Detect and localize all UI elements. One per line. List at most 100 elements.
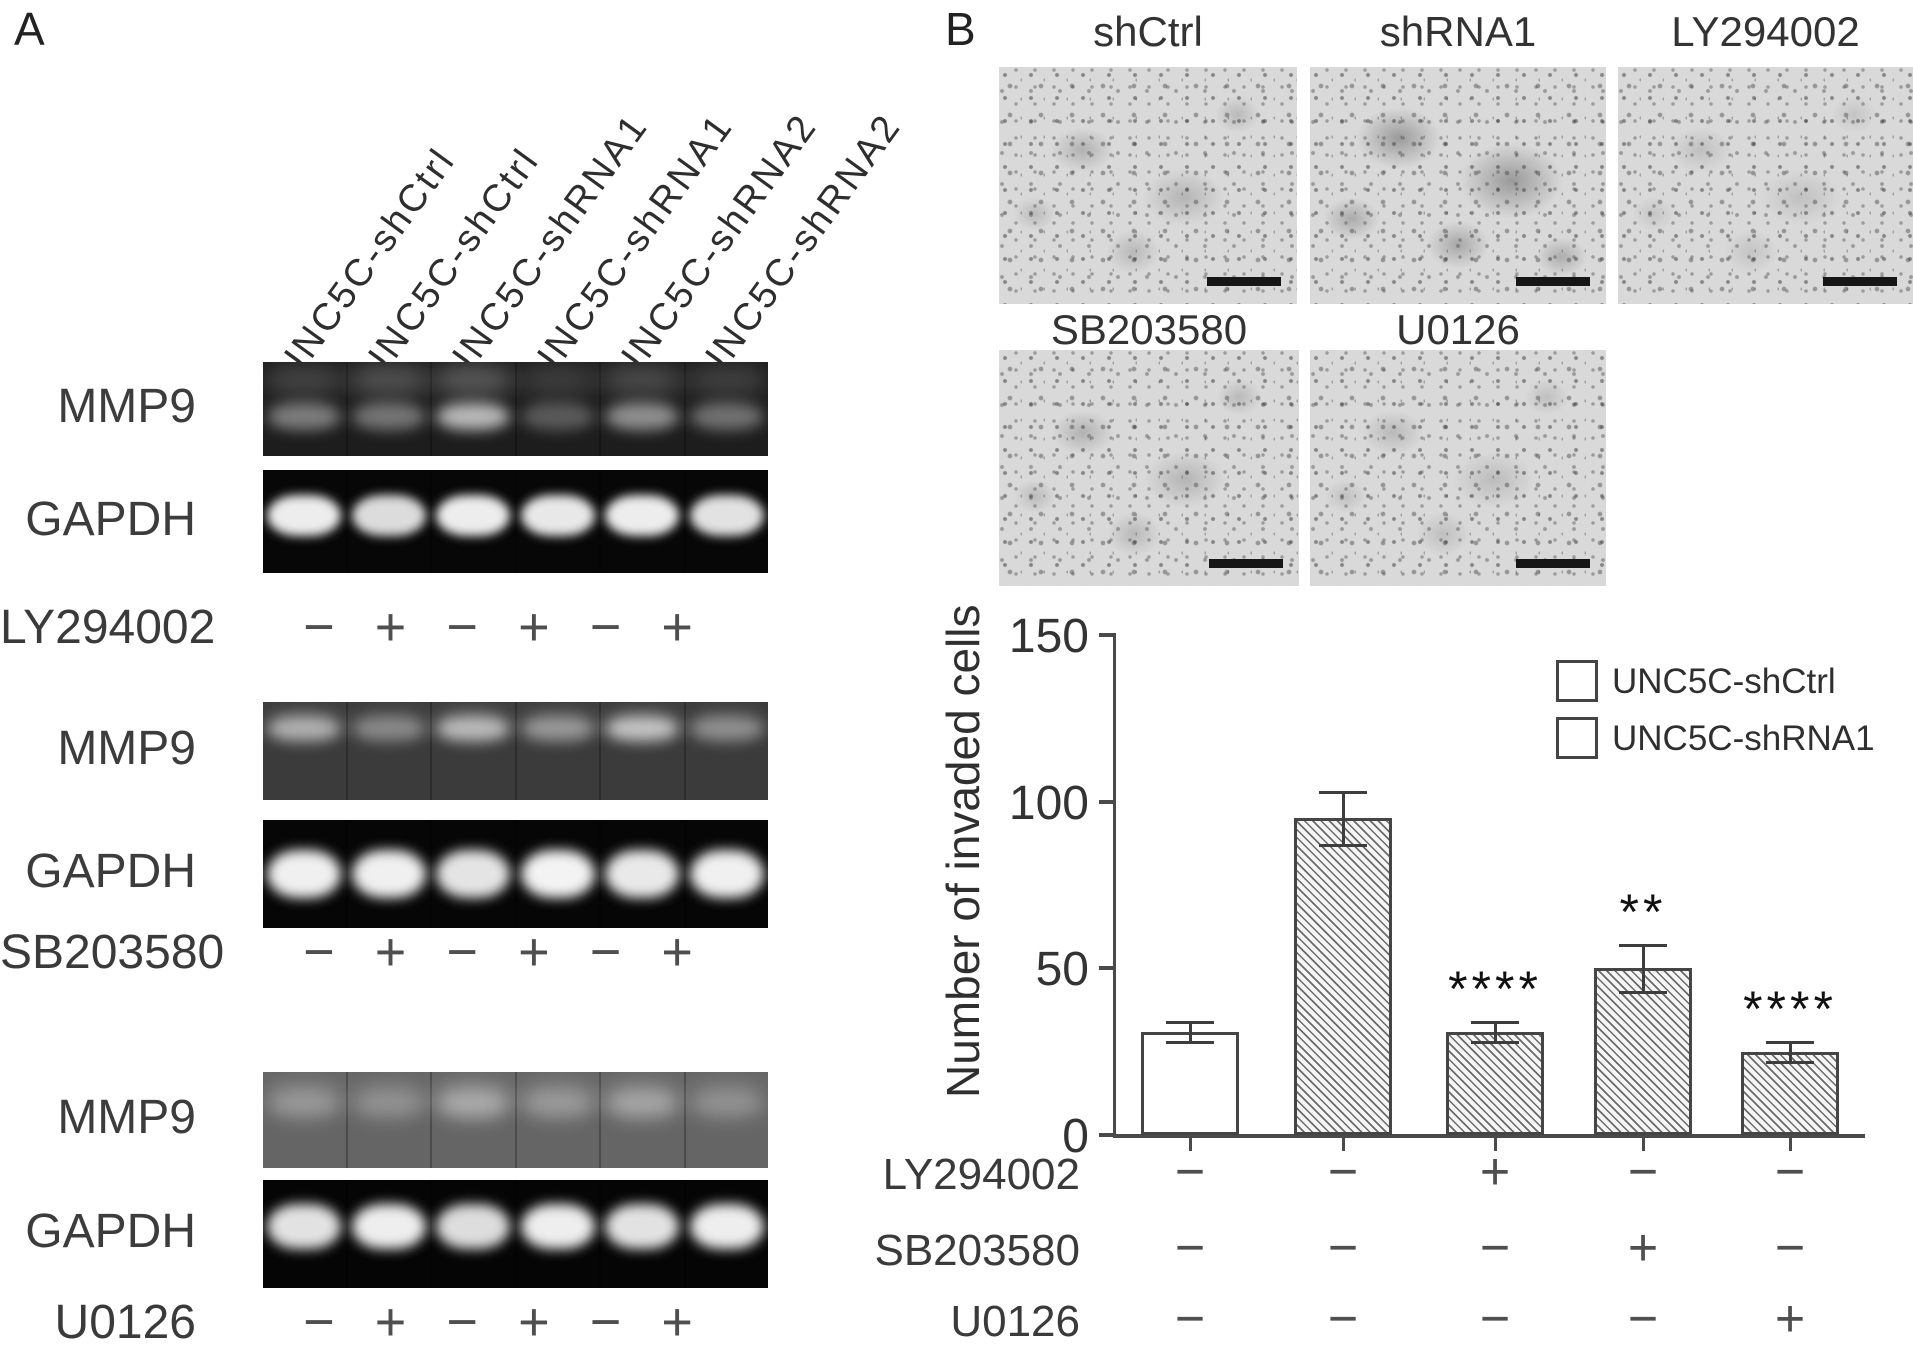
scale-bar — [1209, 559, 1283, 568]
matrix-sign: − — [1774, 1143, 1806, 1201]
gel-lane — [345, 1072, 431, 1168]
x-axis-line — [1113, 1134, 1865, 1138]
gel-lane — [683, 1072, 769, 1168]
bar — [1741, 1051, 1839, 1135]
treatment-sign: − — [589, 597, 622, 657]
scale-bar — [1207, 277, 1281, 286]
gel-band — [351, 1203, 426, 1250]
treatment-sign: − — [303, 922, 335, 982]
gel-lane — [683, 1180, 769, 1288]
gel-smear — [349, 704, 428, 737]
micro-image — [1618, 67, 1913, 304]
gel-band — [436, 715, 511, 742]
gel-lane — [345, 470, 431, 573]
gel-lane — [599, 1072, 684, 1168]
legend-swatch — [1556, 717, 1598, 759]
bar — [1594, 968, 1692, 1135]
matrix-sign: + — [1774, 1290, 1806, 1348]
gel-image — [263, 362, 768, 456]
treatment-sign: − — [446, 922, 478, 982]
matrix-sign: − — [1479, 1290, 1511, 1348]
matrix-sign: + — [1627, 1219, 1659, 1277]
gel-row-label: MMP9 — [57, 380, 196, 433]
gel-smear — [265, 1074, 344, 1106]
gel-band — [689, 850, 764, 898]
treatment-sign: + — [518, 922, 550, 982]
micro-image — [999, 67, 1297, 304]
gel-lane — [430, 820, 515, 928]
gel-band — [520, 715, 595, 742]
scale-bar — [1516, 559, 1590, 568]
matrix-sign: − — [1327, 1290, 1359, 1348]
y-tick-label: 100 — [1008, 776, 1089, 830]
legend-label: UNC5C-shCtrl — [1612, 662, 1836, 701]
treatment-sign: + — [661, 1292, 693, 1352]
gel-image — [263, 820, 768, 928]
gel-smear — [265, 364, 344, 395]
gel-smear — [349, 1074, 428, 1106]
gel-image — [263, 1180, 768, 1288]
matrix-sign: − — [1174, 1290, 1206, 1348]
x-tick-mark — [1189, 1138, 1192, 1151]
gel-smear — [687, 1074, 766, 1106]
error-bar-line — [1642, 945, 1645, 992]
gel-band — [351, 850, 426, 898]
gel-image — [263, 1072, 768, 1168]
x-tick-mark — [1494, 1138, 1497, 1151]
gel-band — [267, 403, 342, 430]
gel-band — [520, 850, 595, 898]
y-tick-label: 0 — [1062, 1110, 1089, 1163]
gel-band — [351, 494, 426, 536]
gel-image — [263, 470, 768, 573]
gel-lane — [599, 362, 684, 456]
scale-bar — [1516, 277, 1590, 286]
panel-a-label: A — [14, 3, 45, 55]
gel-band — [436, 1089, 511, 1119]
gel-lane — [263, 470, 346, 573]
gel-smear — [349, 364, 428, 395]
gel-row-label: GAPDH — [25, 492, 196, 546]
treatment-sign: + — [518, 1292, 550, 1352]
treatment-sign: − — [589, 922, 622, 982]
matrix-sign: − — [1327, 1143, 1359, 1201]
gel-lane — [345, 702, 431, 800]
y-tick-mark — [1099, 966, 1113, 971]
gel-band — [436, 494, 511, 536]
y-axis-line — [1113, 633, 1116, 1138]
error-bar-cap-bottom — [1166, 1040, 1214, 1044]
gel-lane — [683, 362, 769, 456]
treatment-label: LY294002 — [0, 601, 216, 654]
gel-band — [689, 1203, 764, 1250]
error-bar-line — [1342, 791, 1345, 845]
gel-lane — [430, 1180, 515, 1288]
error-bar-line — [1789, 1041, 1792, 1062]
gel-lane — [263, 362, 346, 456]
treatment-sign: − — [589, 1292, 622, 1352]
gel-lane — [345, 362, 431, 456]
matrix-sign: + — [1479, 1143, 1511, 1201]
gel-lane — [263, 702, 346, 800]
treatment-sign: + — [374, 922, 407, 982]
micro-image-label: LY294002 — [1671, 8, 1860, 55]
treatment-signs: − + − + − + — [283, 1291, 713, 1353]
treatment-label: SB203580 — [0, 926, 225, 979]
x-tick-mark — [1789, 1138, 1792, 1151]
gel-band — [605, 1203, 680, 1250]
gel-band — [605, 403, 680, 430]
significance-label: **** — [1743, 980, 1837, 1037]
gel-band — [436, 403, 511, 430]
gel-lane — [263, 1072, 346, 1168]
bar — [1446, 1031, 1544, 1135]
micro-image — [1310, 67, 1606, 304]
error-bar-cap-top — [1619, 944, 1667, 947]
error-bar-cap-top — [1766, 1040, 1814, 1044]
gel-lane — [430, 362, 515, 456]
gel-band — [689, 494, 764, 536]
gel-smear — [434, 364, 513, 395]
treatment-sign: − — [446, 1292, 478, 1352]
y-axis-title: Number of invaded cells — [937, 604, 989, 1098]
gel-image — [263, 702, 768, 800]
y-tick-mark — [1099, 799, 1113, 804]
error-bar-cap-top — [1471, 1020, 1519, 1024]
error-bar-cap-bottom — [1766, 1060, 1814, 1064]
